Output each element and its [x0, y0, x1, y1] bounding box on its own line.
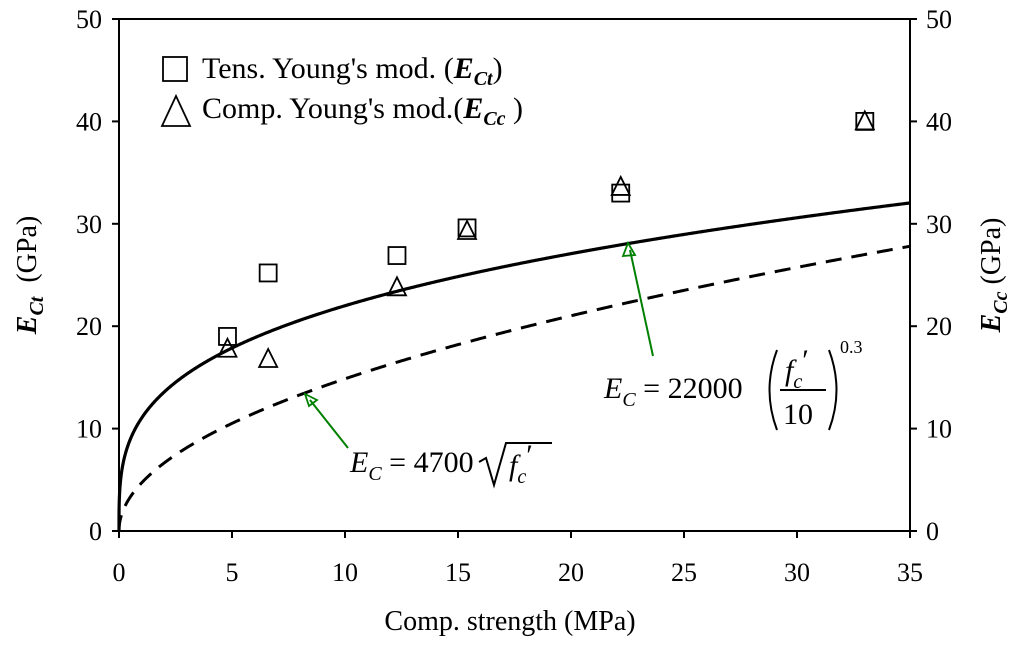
curves-group: [117, 201, 911, 531]
annotation-arrowhead-aci: [303, 392, 319, 408]
comp-modulus-point: [610, 174, 632, 196]
sqrt-sign: [478, 442, 552, 489]
comp-modulus-point: [257, 346, 279, 368]
comp-modulus-point: [386, 275, 408, 297]
legend: Tens. Young's mod. (ECt) Comp. Young's m…: [160, 52, 523, 130]
left-y-tick-label: 40: [76, 107, 102, 136]
left-y-tick-label: 10: [76, 415, 102, 444]
annotation-arrowhead-ec2: [621, 240, 637, 258]
plot-area-frame: [118, 18, 911, 532]
x-tick-label: 15: [445, 558, 471, 587]
left-y-tick-label: 20: [76, 312, 102, 341]
annotation-arrow-ec2: [629, 249, 654, 357]
markers-group: [217, 109, 876, 368]
annotation-arrow-aci: [309, 399, 349, 449]
x-tick-label: 5: [226, 558, 239, 587]
legend-triangle-icon: [160, 93, 192, 127]
comp-modulus-point: [217, 336, 238, 358]
right-y-tick-label: 30: [926, 210, 952, 239]
x-tick-label: 10: [332, 558, 358, 587]
equation-ec2-numerator: fc′: [785, 344, 809, 393]
tens-modulus-point: [258, 263, 278, 283]
x-tick-label: 25: [671, 558, 697, 587]
right-y-tick-label: 0: [926, 517, 939, 546]
right-paren: [828, 349, 838, 431]
x-tick-label: 20: [558, 558, 584, 587]
comp-modulus-point: [854, 109, 876, 131]
equation-ec2-denominator: 10: [783, 398, 813, 431]
x-axis-title: Comp. strength (MPa): [384, 606, 635, 637]
right-y-tick-label: 50: [926, 5, 952, 34]
x-tick-label: 30: [784, 558, 810, 587]
x-tick-label: 35: [897, 558, 923, 587]
left-y-tick-label: 30: [76, 210, 102, 239]
comp-modulus-point: [456, 218, 478, 240]
x-tick-label: 0: [113, 558, 126, 587]
equation-ec2: EC = 22000 fc′ 10 0.3: [603, 240, 863, 431]
right-y-axis-title: ECc (GPa): [976, 218, 1012, 334]
equation-aci-radicand: fc′: [509, 439, 533, 488]
curve-ec-4700-sqrt: [117, 244, 911, 531]
legend-entry-tens: Tens. Young's mod. (ECt): [202, 52, 503, 90]
right-y-tick-label: 40: [926, 107, 952, 136]
right-y-tick-label: 20: [926, 312, 952, 341]
equation-aci-lhs: EC = 4700: [349, 446, 474, 485]
left-y-tick-label: 50: [76, 5, 102, 34]
right-y-tick-label: 10: [926, 415, 952, 444]
tens-modulus-point: [218, 327, 237, 346]
left-paren: [768, 349, 778, 431]
equation-ec2-exponent: 0.3: [840, 337, 863, 357]
curve-ec-22000-power: [117, 201, 911, 531]
legend-entry-comp: Comp. Young's mod.(ECc ): [202, 92, 523, 130]
left-y-axis-title: ECt (GPa): [12, 216, 48, 335]
equation-ec2-lhs: EC = 22000: [603, 372, 743, 411]
legend-square-icon: [162, 56, 188, 82]
equation-aci: EC = 4700 fc′: [303, 392, 552, 489]
tens-modulus-point: [387, 246, 407, 265]
left-y-tick-label: 0: [89, 517, 102, 546]
